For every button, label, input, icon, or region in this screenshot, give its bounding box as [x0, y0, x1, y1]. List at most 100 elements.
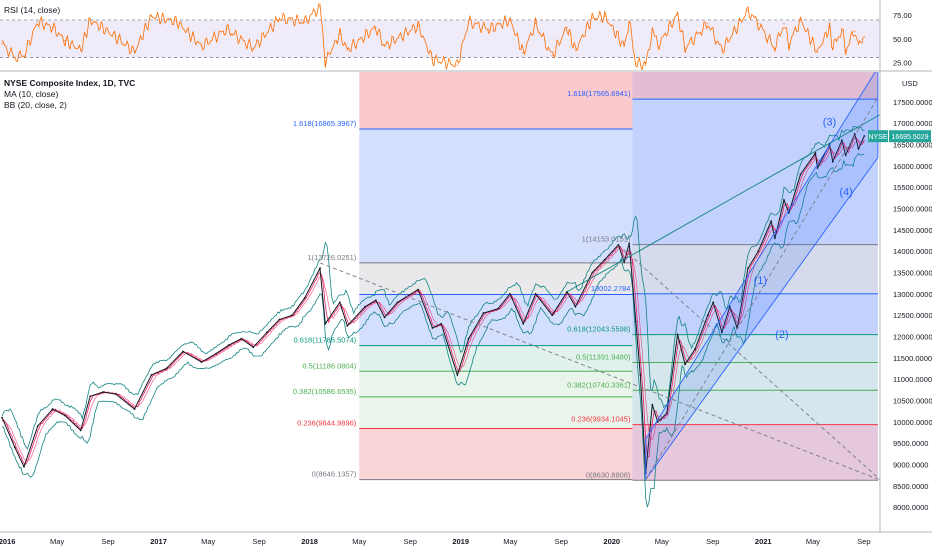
- price-tag-symbol: NYSE: [868, 134, 887, 141]
- price-point: [676, 333, 679, 336]
- fib-right-zone-band: [632, 390, 878, 425]
- rsi-point: [774, 47, 776, 49]
- price-point: [227, 344, 230, 346]
- fib-left-level-label: 0.618(11785.5074): [293, 336, 356, 345]
- price-tag-box: [889, 130, 931, 143]
- price-point: [324, 322, 327, 325]
- rsi-point: [509, 19, 511, 21]
- price-axis-tick: 13500.0000: [893, 269, 932, 278]
- price-point: [338, 301, 341, 304]
- rsi-point: [757, 23, 759, 25]
- fib-right-level-label: 1(14153.0151): [582, 235, 631, 244]
- price-point: [863, 135, 866, 137]
- price-point: [857, 147, 860, 150]
- indicator-bb-label: BB (20, close, 2): [4, 100, 67, 110]
- rsi-point: [845, 49, 847, 51]
- fib-left-zone-band: [359, 396, 633, 429]
- price-point: [799, 173, 802, 176]
- price-point: [844, 154, 847, 157]
- rsi-point: [431, 58, 434, 61]
- rsi-point: [417, 24, 419, 27]
- rsi-point: [604, 15, 606, 17]
- price-point: [89, 395, 92, 398]
- price-point: [591, 271, 594, 274]
- price-point: [278, 318, 281, 321]
- fib-left-level-label: 1.618(16865.3967): [293, 119, 357, 128]
- price-point: [788, 211, 790, 214]
- rsi-point: [346, 49, 348, 51]
- rsi-point: [133, 51, 136, 53]
- price-point: [102, 391, 104, 393]
- rsi-point: [488, 28, 490, 30]
- bb-basis: [1, 140, 865, 462]
- wave-label: (1): [754, 275, 767, 287]
- rsi-point: [14, 56, 16, 59]
- rsi-point: [115, 36, 117, 38]
- price-axis-tick: 8000.0000: [893, 503, 928, 512]
- price-axis-tick: 15000.0000: [893, 205, 932, 214]
- wave-label: (4): [839, 187, 852, 199]
- price-point: [417, 288, 419, 291]
- rsi-point: [467, 21, 470, 23]
- time-axis-tick: May: [50, 537, 64, 546]
- rsi-point: [304, 21, 306, 23]
- price-point: [574, 305, 577, 308]
- rsi-point: [832, 47, 834, 49]
- price-point: [816, 167, 819, 169]
- price-tag-value: 16695.5029: [892, 134, 929, 141]
- price-point: [482, 312, 485, 314]
- rsi-line: [1, 3, 864, 70]
- price-point: [603, 258, 606, 261]
- rsi-axis-tick: 50.00: [893, 35, 912, 44]
- price-axis-tick: 12000.0000: [893, 333, 932, 342]
- time-axis-tick: 2020: [603, 537, 620, 546]
- rsi-point: [628, 21, 630, 23]
- rsi-point: [721, 49, 723, 51]
- price-axis-tick: 9500.0000: [893, 439, 928, 448]
- price-point: [534, 292, 537, 295]
- price-point: [551, 314, 554, 317]
- fib-right-level-label: 0.5(11391.9480): [576, 352, 631, 361]
- rsi-point: [535, 23, 537, 25]
- price-point: [291, 314, 294, 317]
- rsi-point: [456, 64, 458, 66]
- price-pane: (1) (2) (3) (4): [1, 72, 880, 508]
- price-axis-tick: 10000.0000: [893, 418, 932, 427]
- rsi-point: [383, 45, 386, 47]
- time-axis-tick: 2018: [301, 537, 318, 546]
- rsi-point: [522, 52, 524, 54]
- fib-left-zone-band: [359, 371, 633, 397]
- fib-right-level-label: 0.382(10740.3361): [567, 380, 631, 389]
- price-point: [651, 403, 654, 406]
- rsi-point: [51, 26, 54, 29]
- rsi-point: [651, 28, 653, 30]
- price-point: [79, 429, 82, 432]
- fib-left-zone-band: [359, 428, 633, 480]
- bb-lower-band: [1, 152, 865, 508]
- price-axis-tick: 11500.0000: [893, 354, 932, 363]
- price-point: [64, 414, 66, 417]
- price-point: [1, 416, 3, 419]
- price-point: [841, 139, 843, 142]
- price-point: [440, 322, 443, 325]
- fib-left-level-label: 0(8646.1357): [312, 470, 357, 479]
- price-point: [240, 337, 243, 340]
- rsi-point: [574, 49, 576, 51]
- diagonal-dashed-down-2: [618, 244, 880, 480]
- price-axis-tick: 17500.0000: [893, 98, 932, 107]
- rsi-point: [375, 26, 377, 29]
- rsi-point: [89, 19, 91, 21]
- price-point: [319, 267, 321, 270]
- time-axis-tick: May: [655, 537, 669, 546]
- time-axis-tick: 2017: [150, 537, 167, 546]
- price-point: [720, 331, 723, 334]
- rsi-point: [684, 47, 686, 49]
- price-point: [467, 337, 470, 340]
- fib-right-level-label: 13002.2784: [591, 284, 631, 293]
- rsi-point: [635, 62, 637, 64]
- price-point: [694, 348, 696, 351]
- price-point: [831, 160, 834, 163]
